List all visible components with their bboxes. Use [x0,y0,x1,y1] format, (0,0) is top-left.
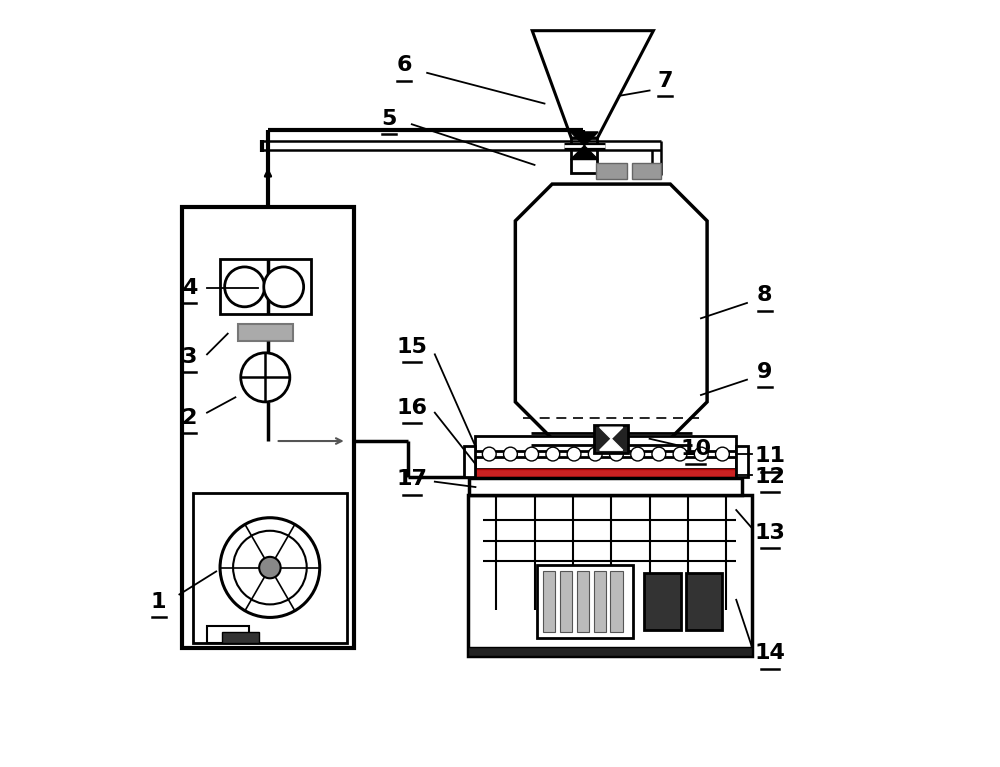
Text: 15: 15 [396,337,427,357]
Bar [193,493,347,643]
Bar [632,163,661,179]
Circle shape [482,447,496,461]
Bar [577,571,589,632]
Text: 9: 9 [757,362,772,382]
Circle shape [631,447,645,461]
Text: 5: 5 [381,109,396,129]
Bar [686,573,722,630]
Polygon shape [600,439,623,450]
Polygon shape [571,146,598,160]
Text: 10: 10 [680,439,711,459]
Bar [222,632,259,643]
Bar [543,571,555,632]
Text: 16: 16 [396,398,427,418]
Circle shape [567,447,581,461]
Bar [464,446,475,477]
Text: 17: 17 [396,469,427,489]
Text: 3: 3 [182,347,197,367]
Text: 1: 1 [151,592,166,612]
Text: 12: 12 [755,467,785,487]
Circle shape [546,447,560,461]
Text: 4: 4 [182,278,197,298]
Text: 7: 7 [657,71,673,91]
Bar [238,324,293,341]
Circle shape [259,557,281,578]
Circle shape [588,447,602,461]
Circle shape [241,353,290,402]
Polygon shape [532,31,653,138]
Text: 13: 13 [755,523,785,543]
Circle shape [610,447,623,461]
Text: 11: 11 [754,446,785,466]
Circle shape [716,447,729,461]
Bar [736,446,748,477]
Circle shape [225,267,265,307]
Text: 14: 14 [755,644,785,663]
Circle shape [504,447,517,461]
Bar [596,163,627,179]
Bar [560,571,572,632]
Text: 8: 8 [757,285,772,305]
Circle shape [220,518,320,617]
Bar [220,259,311,314]
Bar [469,478,742,495]
Bar [571,138,597,173]
Bar [537,565,633,638]
Bar [610,571,623,632]
Bar [468,647,752,656]
Bar [182,207,354,648]
Bar [207,626,249,643]
Circle shape [694,447,708,461]
Polygon shape [515,184,707,439]
Circle shape [652,447,666,461]
Text: 6: 6 [396,55,412,75]
Bar [644,573,681,630]
Circle shape [264,267,304,307]
Polygon shape [571,132,598,146]
Polygon shape [600,427,623,439]
Bar [475,457,736,469]
Bar [475,436,736,451]
Text: 2: 2 [182,408,197,428]
Circle shape [525,447,539,461]
Bar [475,469,736,477]
Circle shape [673,447,687,461]
Bar [468,495,752,656]
Bar [594,425,628,453]
Bar [594,571,606,632]
